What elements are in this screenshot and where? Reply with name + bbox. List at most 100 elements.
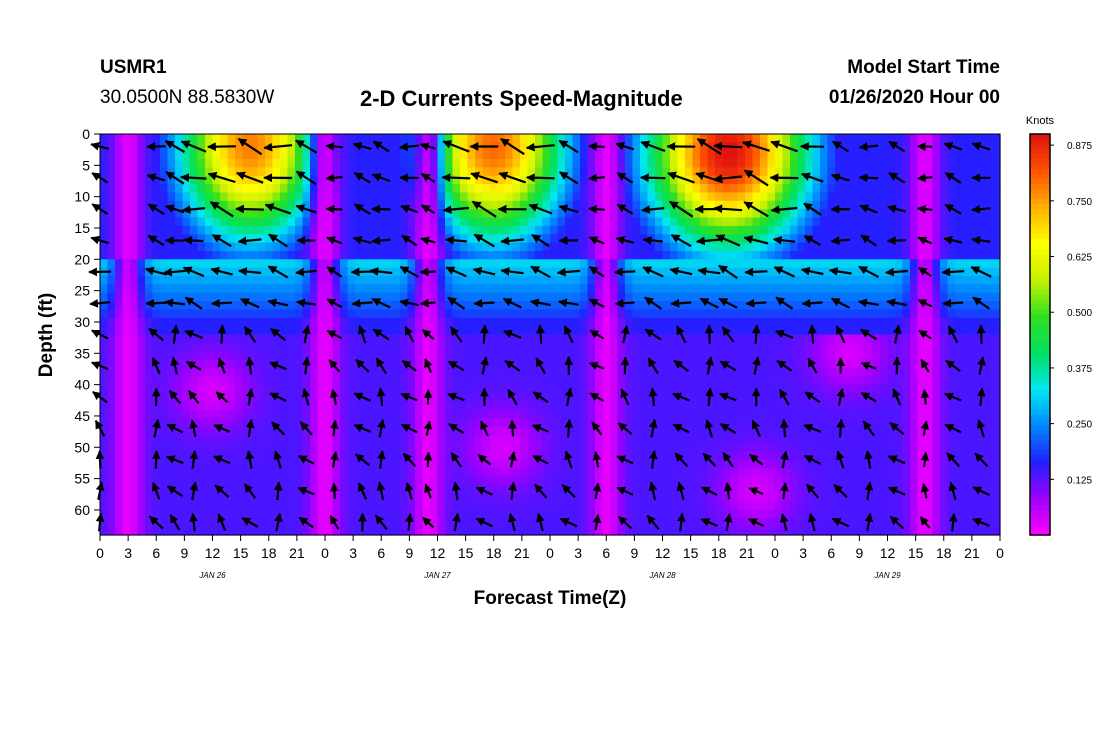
heat-cell [872,159,881,169]
heat-cell [670,184,679,194]
heat-cell [812,459,821,469]
heat-cell [197,259,206,269]
heat-cell [107,292,116,302]
heat-cell [670,259,679,269]
heat-cell [872,468,881,478]
heat-cell [610,359,619,369]
heat-cell [460,175,469,185]
heat-cell [190,401,199,411]
heat-cell [280,309,289,319]
heat-cell [490,518,499,528]
heat-cell [160,409,169,419]
heat-cell [640,217,649,227]
heat-cell [707,459,716,469]
heat-cell [490,376,499,386]
heat-cell [362,351,371,361]
heat-cell [760,509,769,519]
heat-cell [265,250,274,260]
heat-cell [482,476,491,486]
heat-cell [655,526,664,536]
heat-cell [482,184,491,194]
heat-cell [512,167,521,177]
heat-cell [595,509,604,519]
heat-cell [137,509,146,519]
heat-cell [317,134,326,143]
heat-cell [107,192,116,202]
heat-cell [520,150,529,160]
heat-cell [752,159,761,169]
heat-cell [782,476,791,486]
heat-cell [137,518,146,528]
heat-cell [452,159,461,169]
heat-cell [175,225,184,235]
heat-cell [662,426,671,436]
heat-cell [310,326,319,336]
heat-cell [175,351,184,361]
heat-cell [197,434,206,444]
heat-cell [137,401,146,411]
heat-cell [707,317,716,327]
heat-cell [737,301,746,311]
heat-cell [565,526,574,536]
heat-cell [655,418,664,427]
heat-cell [437,276,446,285]
heat-cell [295,159,304,169]
heat-cell [197,276,206,285]
heat-cell [700,342,709,352]
heat-cell [602,392,611,402]
heat-cell [130,242,139,252]
heat-cell [257,476,266,486]
heat-cell [437,501,446,511]
heat-cell [145,493,154,503]
heat-cell [310,242,319,252]
heat-cell [325,384,334,394]
heat-cell [107,242,116,252]
heat-cell [115,267,124,277]
heat-cell [662,175,671,185]
heat-cell [227,267,236,277]
heat-cell [235,276,244,285]
heat-cell [355,317,364,327]
heat-cell [730,167,739,177]
heat-cell [797,317,806,327]
heat-cell [602,225,611,235]
heat-cell [242,351,251,361]
heat-cell [872,451,881,461]
heat-cell [422,476,431,486]
heat-cell [707,242,716,252]
heat-cell [857,443,866,453]
heat-cell [340,317,349,327]
heat-cell [265,284,274,294]
heat-cell [842,234,851,244]
heat-cell [197,301,206,311]
heat-cell [437,217,446,227]
heat-cell [685,426,694,436]
heat-cell [362,401,371,411]
heat-cell [197,284,206,294]
heat-cell [857,334,866,344]
heat-cell [250,192,259,202]
heat-cell [527,167,536,177]
heat-cell [130,409,139,419]
heat-cell [227,317,236,327]
heat-cell [655,367,664,377]
heat-cell [130,217,139,227]
heat-cell [677,334,686,344]
heat-cell [167,434,176,444]
heat-cell [722,134,731,143]
heat-cell [497,418,506,427]
heat-cell [872,200,881,210]
heat-cell [655,250,664,260]
heat-cell [842,418,851,427]
heat-cell [130,309,139,319]
heat-cell [550,284,559,294]
heat-cell [137,459,146,469]
heat-cell [625,392,634,402]
heat-cell [542,384,551,394]
heat-cell [865,159,874,169]
heat-cell [385,509,394,519]
heat-cell [707,484,716,494]
heat-cell [572,459,581,469]
heat-cell [422,384,431,394]
heat-cell [197,501,206,511]
